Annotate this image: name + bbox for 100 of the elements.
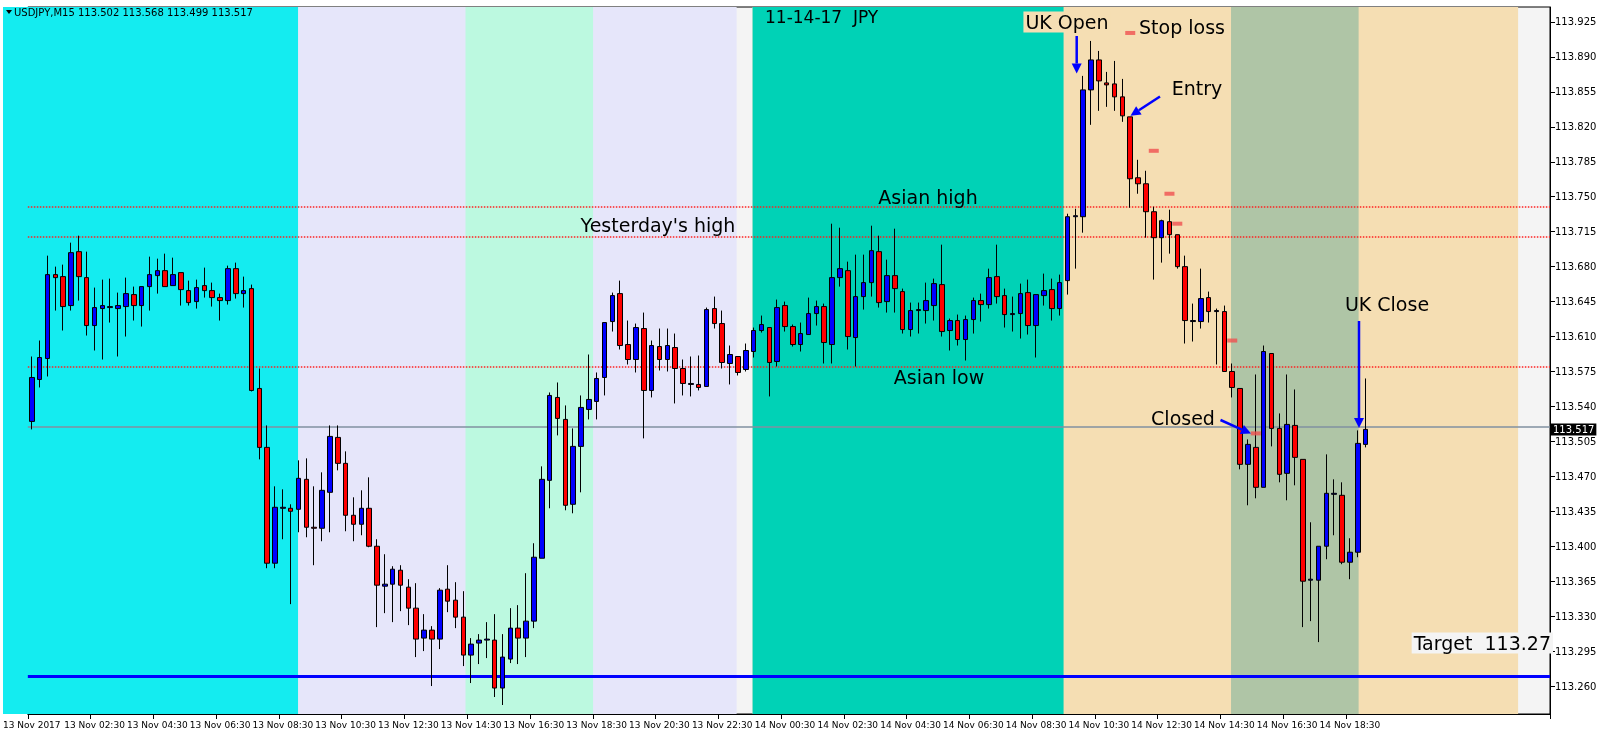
candlestick <box>233 262 239 300</box>
candlestick <box>1167 209 1172 255</box>
candlestick <box>390 565 395 623</box>
candlestick <box>272 485 278 569</box>
candlestick <box>123 277 129 338</box>
x-tick-label: 13 Nov 18:30 <box>566 719 628 730</box>
candlestick <box>735 356 741 376</box>
candlestick <box>1331 478 1337 536</box>
y-tick-label: 113.365 <box>1555 575 1597 587</box>
candlestick <box>1057 274 1062 317</box>
candlestick <box>680 359 686 396</box>
candlestick <box>696 355 701 391</box>
candlestick <box>1033 294 1039 358</box>
candlestick <box>555 381 560 436</box>
y-tick-label: 113.400 <box>1555 540 1597 552</box>
candlestick <box>217 293 223 322</box>
candlestick <box>484 621 490 659</box>
candlestick <box>202 267 207 299</box>
candlestick <box>515 604 521 665</box>
candlestick <box>1065 213 1070 296</box>
x-tick-label: 13 Nov 08:30 <box>252 719 314 730</box>
candlestick <box>1284 373 1290 501</box>
candlestick <box>453 581 458 629</box>
x-tick-label: 14 Nov 04:30 <box>880 719 942 730</box>
candlestick <box>508 607 513 664</box>
candlestick <box>719 310 725 369</box>
candlestick <box>1120 78 1125 123</box>
candlestick <box>923 282 929 325</box>
candlestick <box>1339 481 1345 565</box>
candlestick <box>1151 206 1157 281</box>
y-tick-label: 113.855 <box>1555 86 1597 98</box>
y-tick-label: 113.330 <box>1555 610 1597 622</box>
candlestick <box>704 307 709 387</box>
candlestick <box>327 424 333 533</box>
candlestick <box>751 327 756 358</box>
candlestick <box>264 424 270 569</box>
candlestick <box>1363 377 1368 448</box>
x-tick-label: 14 Nov 02:30 <box>817 719 879 730</box>
candlestick <box>845 261 851 351</box>
candlestick <box>994 244 1000 305</box>
candlestick <box>1277 412 1282 483</box>
candlestick <box>798 322 803 353</box>
candlestick <box>986 268 992 310</box>
candlestick <box>1159 219 1164 264</box>
x-tick-label: 13 Nov 20:30 <box>629 719 691 730</box>
candlestick <box>131 286 137 322</box>
candlestick <box>955 314 960 347</box>
x-tick-label: 13 Nov 12:30 <box>378 719 439 730</box>
candlestick <box>657 328 662 371</box>
candlestick <box>727 345 733 385</box>
candlestick <box>578 394 584 493</box>
candlestick <box>1261 345 1266 488</box>
candlestick <box>1308 521 1313 622</box>
candlestick <box>1073 208 1078 270</box>
candlestick <box>311 485 317 566</box>
y-tick-label: 113.680 <box>1555 261 1597 273</box>
candlestick <box>782 301 788 333</box>
candlestick <box>37 340 42 388</box>
candlestick <box>1245 438 1251 506</box>
x-tick-label: 14 Nov 16:30 <box>1256 719 1318 730</box>
candlestick <box>1206 291 1211 324</box>
annotation: Entry <box>1171 77 1223 99</box>
candlestick <box>829 223 835 364</box>
candlestick <box>139 286 144 328</box>
candlestick <box>1300 458 1306 628</box>
y-tick-label: 113.260 <box>1555 680 1597 692</box>
candlestick <box>1080 75 1086 234</box>
candlestick <box>861 254 866 311</box>
candlestick <box>1010 296 1015 333</box>
candlestick <box>374 538 380 628</box>
candlestick <box>1229 363 1235 398</box>
candlestick <box>45 255 50 377</box>
x-tick-label: 13 Nov 2017 <box>2 719 61 730</box>
candlestick <box>178 272 184 307</box>
candlestick <box>351 496 356 542</box>
candlestick <box>366 476 372 548</box>
candlestick <box>155 258 160 295</box>
ref-line-label: Yesterday's high <box>579 214 736 236</box>
candlestick <box>547 391 552 509</box>
y-tick-label: 113.750 <box>1555 191 1597 203</box>
x-tick-label: 13 Nov 14:30 <box>440 719 502 730</box>
candlestick <box>335 424 341 471</box>
candlestick <box>257 367 262 460</box>
candlestick <box>586 354 592 420</box>
candlestick <box>288 503 293 605</box>
candlestick <box>876 235 882 309</box>
candlestick <box>162 253 168 288</box>
candlestick <box>1143 170 1149 239</box>
candlestick <box>280 488 286 540</box>
annotation: 11-14-17 JPY <box>765 7 879 27</box>
ref-line-label: Target 113.27 <box>1412 632 1551 654</box>
candlestick <box>68 242 74 312</box>
candlestick <box>296 459 301 533</box>
candlestick <box>1041 273 1047 307</box>
ref-line-label: Asian low <box>893 366 985 388</box>
candlestick <box>821 303 827 364</box>
candlestick <box>617 280 623 351</box>
candlestick <box>939 244 945 338</box>
y-tick-label: 113.645 <box>1555 296 1597 308</box>
candlestick <box>1096 50 1102 112</box>
